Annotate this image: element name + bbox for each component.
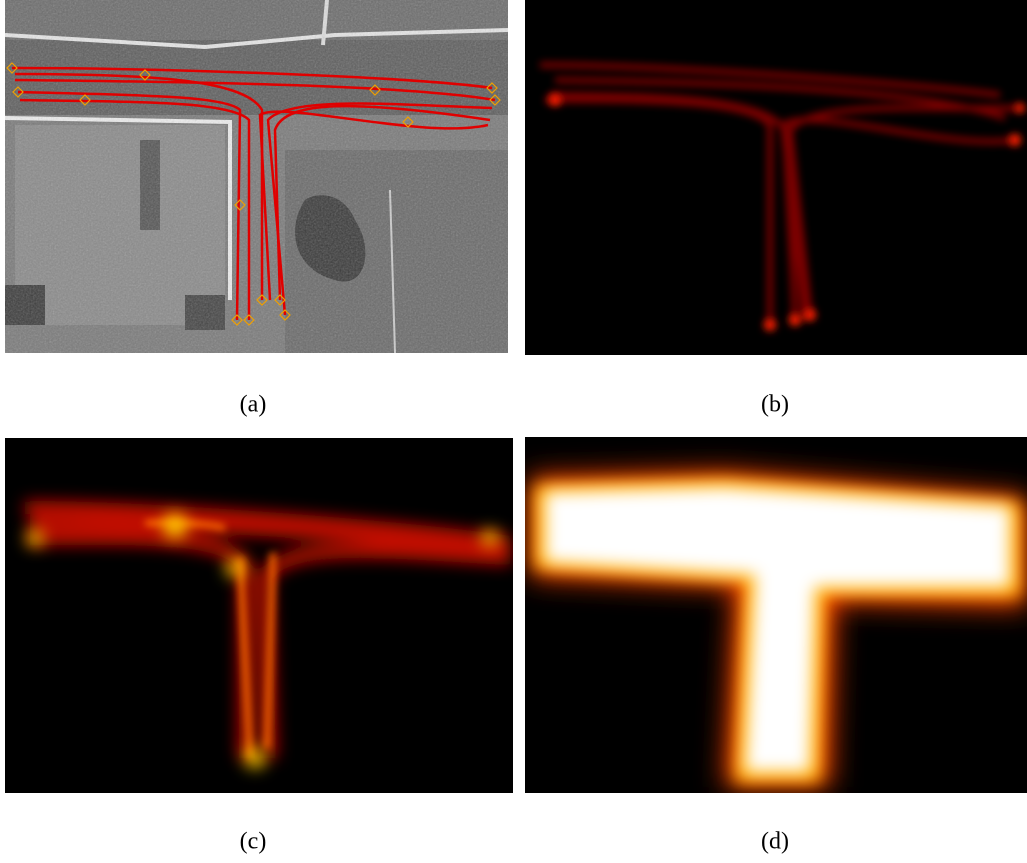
caption: (c)	[240, 829, 267, 855]
caption: (a)	[240, 392, 267, 418]
figure: (a) (b) (c) (d)	[0, 0, 1027, 863]
page: (a) (b) (c) (d) (() => { const data = JS…	[0, 0, 1027, 863]
panel-c-image	[5, 438, 513, 793]
caption: (d)	[761, 829, 789, 855]
panel-d-image	[525, 437, 1027, 793]
panel-b-image	[525, 0, 1027, 355]
caption: (b)	[761, 392, 789, 418]
panel-a-image	[5, 0, 508, 353]
